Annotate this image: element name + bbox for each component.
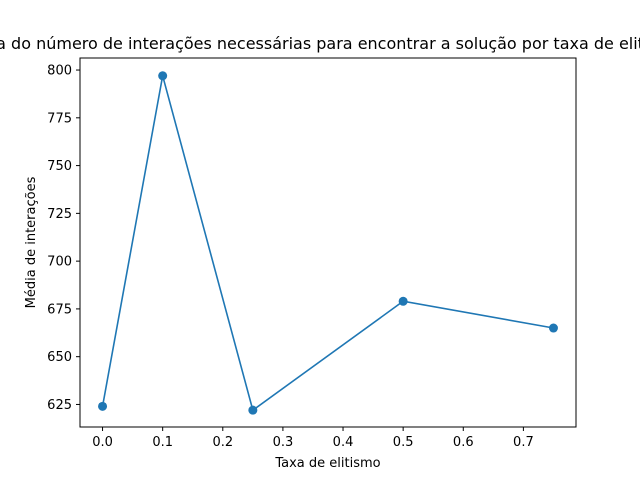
data-point — [548, 323, 558, 333]
y-tick-label: 700 — [47, 255, 72, 270]
x-tick-label: 0.0 — [92, 435, 113, 450]
series-line — [101, 75, 554, 412]
x-tick-label: 0.2 — [212, 435, 233, 450]
x-tick-label: 0.5 — [393, 435, 414, 450]
data-point — [248, 405, 258, 415]
y-tick-label: 650 — [47, 350, 72, 365]
x-axis-label: Taxa de elitismo — [274, 456, 380, 471]
y-axis-label: Média de interações — [24, 176, 39, 308]
x-axis: 0.0 0.1 0.2 0.3 0.4 0.5 0.6 0.7 — [92, 427, 534, 450]
x-tick-label: 0.3 — [273, 435, 294, 450]
y-tick-label: 675 — [47, 302, 72, 317]
x-tick-label: 0.7 — [513, 435, 534, 450]
data-point — [158, 71, 168, 81]
data-point — [98, 401, 108, 411]
y-tick-label: 625 — [47, 398, 72, 413]
x-tick-label: 0.4 — [333, 435, 354, 450]
x-tick-label: 0.1 — [152, 435, 173, 450]
y-tick-label: 800 — [47, 64, 72, 79]
chart-title: Média do número de interações necessária… — [0, 34, 640, 53]
plot-area-frame — [79, 57, 577, 428]
data-point — [398, 296, 408, 306]
y-tick-label: 725 — [47, 207, 72, 222]
y-tick-label: 750 — [47, 159, 72, 174]
y-tick-label: 775 — [47, 111, 72, 126]
series-layer — [98, 71, 558, 415]
y-axis: 625 650 675 700 725 750 775 800 — [47, 64, 80, 413]
x-tick-label: 0.6 — [453, 435, 474, 450]
